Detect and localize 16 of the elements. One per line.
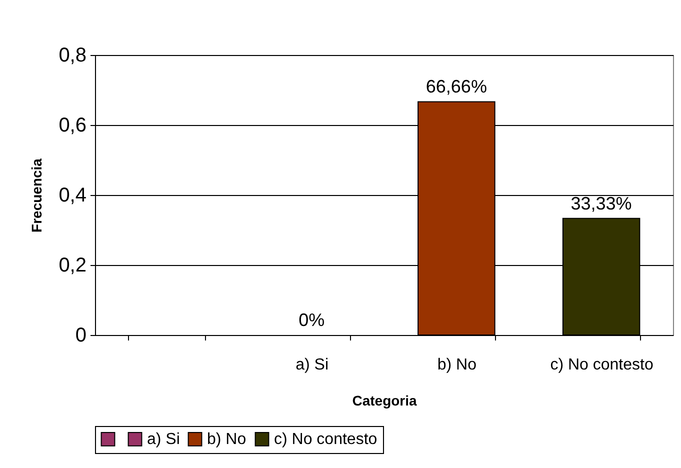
data-label: 33,33% xyxy=(570,193,632,214)
x-tick-label: c) No contesto xyxy=(550,356,654,374)
y-tick-label: 0,6 xyxy=(58,114,86,136)
x-tick-label: a) Si xyxy=(296,356,329,374)
legend-label: c) No contesto xyxy=(274,431,378,448)
y-tick-label: 0 xyxy=(75,324,86,346)
x-axis-title: Categoria xyxy=(352,392,417,408)
y-tick-label: 0,8 xyxy=(58,44,86,66)
legend-label: a) Si xyxy=(147,431,180,448)
y-tick-label: 0,2 xyxy=(58,254,86,276)
data-label: 66,66% xyxy=(426,76,487,97)
data-label: 0% xyxy=(298,310,325,330)
x-tick-label: b) No xyxy=(437,356,477,374)
legend-label: b) No xyxy=(207,431,246,448)
y-tick-label: 0,4 xyxy=(58,184,86,206)
y-axis-title: Frecuencia xyxy=(28,158,45,232)
